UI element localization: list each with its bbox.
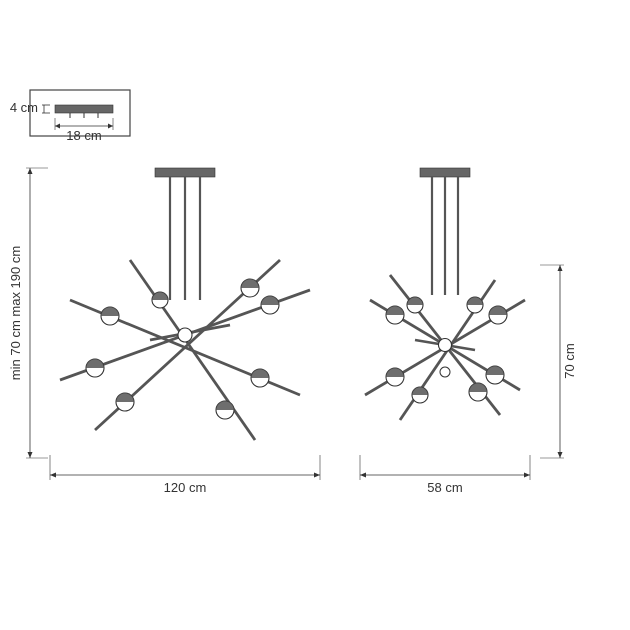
svg-text:120 cm: 120 cm xyxy=(164,480,207,495)
svg-text:70 cm: 70 cm xyxy=(562,343,577,378)
svg-text:4 cm: 4 cm xyxy=(10,100,38,115)
right-width-dim: 58 cm xyxy=(360,455,530,495)
svg-text:min 70 cm max 190 cm: min 70 cm max 190 cm xyxy=(8,246,23,380)
left-chandelier xyxy=(60,168,310,440)
right-height-dim: 70 cm xyxy=(540,265,577,458)
diagram-canvas: 4 cm 18 cm min 70 cm max 190 cm xyxy=(0,0,630,630)
svg-text:58 cm: 58 cm xyxy=(427,480,462,495)
inset-canopy-detail: 4 cm 18 cm xyxy=(10,90,130,143)
left-height-dim: min 70 cm max 190 cm xyxy=(8,168,48,458)
right-chandelier xyxy=(365,168,525,420)
svg-text:18 cm: 18 cm xyxy=(66,128,101,143)
left-width-dim: 120 cm xyxy=(50,455,320,495)
